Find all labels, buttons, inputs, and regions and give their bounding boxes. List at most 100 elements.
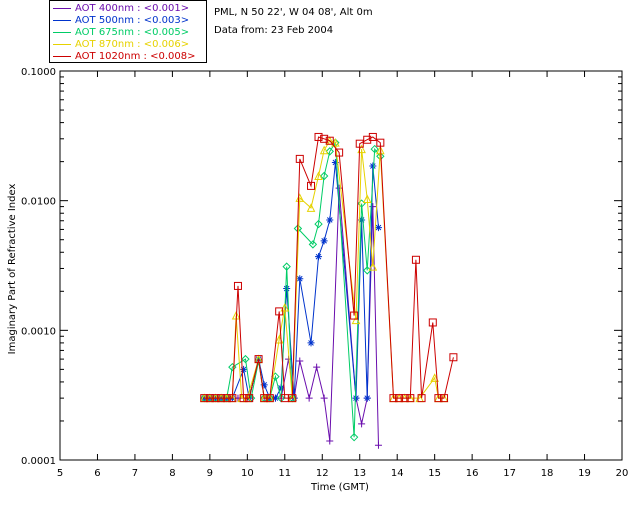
data-point bbox=[313, 363, 321, 371]
series-layer bbox=[199, 132, 458, 449]
legend-swatch-1020 bbox=[53, 55, 71, 57]
data-point bbox=[200, 394, 209, 403]
data-point bbox=[240, 365, 248, 373]
data-point bbox=[314, 171, 323, 180]
data-point bbox=[314, 132, 323, 141]
series-line bbox=[204, 141, 381, 438]
x-tick-label: 17 bbox=[503, 468, 516, 479]
x-tick-label: 7 bbox=[132, 468, 138, 479]
data-point bbox=[319, 171, 329, 181]
data-point bbox=[368, 262, 378, 271]
legend-entry-1020: AOT 1020nm : <0.008> bbox=[53, 51, 195, 63]
data-point bbox=[362, 194, 372, 204]
data-point bbox=[335, 184, 343, 192]
legend-label-1020: AOT 1020nm : <0.008> bbox=[75, 51, 196, 62]
data-point bbox=[295, 193, 305, 202]
site-info: PML, N 50 22', W 04 08', Alt 0m bbox=[214, 7, 373, 18]
legend-entry-675: AOT 675nm : <0.005> bbox=[53, 27, 189, 39]
data-point bbox=[319, 145, 329, 155]
y-tick-label: 0.1000 bbox=[21, 67, 56, 78]
data-point bbox=[395, 394, 404, 403]
data-point bbox=[370, 144, 379, 154]
data-point bbox=[282, 262, 291, 271]
legend-label-870: AOT 870nm : <0.006> bbox=[75, 39, 190, 50]
y-axis-label: Imaginary Part of Refractive Index bbox=[7, 184, 18, 355]
data-point bbox=[351, 315, 361, 325]
data-point bbox=[241, 354, 250, 364]
data-point bbox=[349, 432, 359, 442]
data-point bbox=[320, 237, 328, 245]
data-point bbox=[239, 394, 248, 403]
data-point bbox=[314, 219, 323, 229]
legend-entry-870: AOT 870nm : <0.006> bbox=[53, 39, 189, 51]
x-tick-label: 10 bbox=[241, 468, 254, 479]
data-point bbox=[283, 285, 291, 293]
data-point bbox=[368, 132, 377, 141]
data-point bbox=[271, 394, 279, 402]
series-5 bbox=[200, 132, 458, 403]
x-tick-label: 20 bbox=[616, 468, 629, 479]
data-point bbox=[335, 148, 344, 157]
data-point bbox=[325, 147, 334, 156]
x-tick-label: 9 bbox=[207, 468, 213, 479]
data-point bbox=[315, 253, 323, 261]
data-point bbox=[363, 394, 371, 402]
legend: AOT 400nm : <0.001> AOT 500nm : <0.003> … bbox=[49, 0, 207, 63]
y-tick-label: 0.0001 bbox=[21, 456, 56, 467]
axes-layer: 5 6 7 8 9 10 11 12 13 14 15 16 17 18 19 20 0.0001 0.0010 0… bbox=[21, 67, 628, 479]
data-point bbox=[434, 394, 443, 403]
data-point bbox=[306, 203, 316, 212]
data-point bbox=[400, 394, 409, 403]
data-point bbox=[307, 339, 315, 347]
data-point bbox=[233, 281, 242, 290]
data-point bbox=[245, 394, 254, 403]
data-point bbox=[389, 394, 398, 403]
x-tick-label: 19 bbox=[578, 468, 591, 479]
data-point bbox=[265, 394, 274, 403]
data-point bbox=[369, 203, 377, 211]
legend-label-675: AOT 675nm : <0.005> bbox=[75, 27, 190, 38]
data-point bbox=[296, 275, 304, 283]
data-point bbox=[417, 394, 426, 403]
data-point bbox=[326, 216, 334, 224]
x-tick-label: 5 bbox=[57, 468, 63, 479]
x-tick-label: 14 bbox=[391, 468, 404, 479]
data-point bbox=[411, 255, 420, 264]
legend-swatch-675 bbox=[53, 31, 71, 33]
data-point bbox=[260, 381, 268, 389]
data-point bbox=[325, 136, 334, 145]
x-axis-label: Time (GMT) bbox=[310, 482, 369, 493]
data-point bbox=[275, 307, 284, 316]
data-point bbox=[211, 394, 220, 403]
x-tick-label: 11 bbox=[278, 468, 291, 479]
data-point bbox=[260, 394, 269, 403]
data-point bbox=[376, 145, 385, 155]
date-info: Data from: 23 Feb 2004 bbox=[214, 25, 334, 36]
data-point bbox=[374, 441, 382, 449]
legend-swatch-870 bbox=[53, 43, 71, 45]
data-point bbox=[295, 154, 304, 163]
data-point bbox=[374, 224, 382, 232]
x-tick-label: 16 bbox=[466, 468, 479, 479]
data-point bbox=[358, 420, 366, 428]
data-point bbox=[440, 394, 449, 403]
data-point bbox=[449, 353, 458, 362]
y-tick-label: 0.0100 bbox=[21, 197, 56, 208]
data-point bbox=[320, 134, 329, 143]
series-line bbox=[204, 162, 379, 399]
data-point bbox=[307, 181, 316, 190]
data-point bbox=[205, 394, 214, 403]
data-point bbox=[228, 394, 237, 403]
data-point bbox=[358, 216, 366, 224]
x-tick-label: 6 bbox=[94, 468, 100, 479]
data-point bbox=[406, 394, 415, 403]
data-point bbox=[331, 158, 339, 166]
data-point bbox=[308, 240, 318, 249]
legend-entry-400: AOT 400nm : <0.001> bbox=[53, 3, 189, 15]
x-tick-label: 8 bbox=[169, 468, 175, 479]
x-tick-label: 15 bbox=[428, 468, 441, 479]
data-point bbox=[254, 355, 263, 364]
y-tick-label: 0.0010 bbox=[21, 326, 56, 337]
data-point bbox=[228, 362, 237, 372]
